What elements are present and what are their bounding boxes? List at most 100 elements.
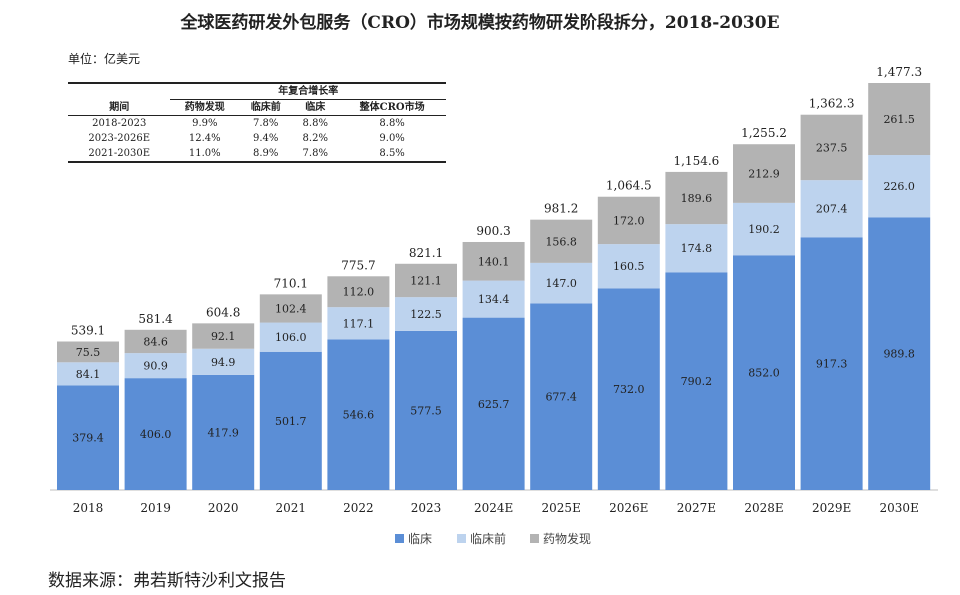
bar-segment [395,297,457,331]
cagr-cell: 2021-2030E [68,146,171,163]
bar-segment [395,263,457,298]
segment-value-label: 90.9 [143,360,168,373]
bar-segment [665,171,728,225]
bar-segment [124,353,187,379]
cagr-header-row: 期间 药物发现 临床前 临床 整体CRO市场 [68,99,446,116]
segment-value-label: 989.8 [883,348,915,361]
cagr-cell: 9.0% [379,133,405,144]
bar-segment [868,83,931,156]
segment-value-label: 106.0 [275,331,307,344]
bar-segment [733,144,795,203]
segment-value-label: 92.1 [211,330,236,343]
legend-label: 临床前 [470,531,506,546]
cagr-cell: 8.2% [302,133,328,144]
segment-value-label: 207.4 [816,203,848,216]
bar-segment [192,348,255,375]
bar-segment [868,155,931,218]
x-tick-label: 2019 [140,501,171,515]
x-tick-label: 2029E [812,501,851,515]
bar-segment [733,255,795,490]
segment-value-label: 577.5 [410,404,442,417]
x-tick-label: 2027E [677,501,716,515]
cagr-row: 2018-2023 9.9% 7.8% 8.8% 8.8% [68,116,446,132]
stacked-bar-chart: 379.4 84.1 75.5 539.1 2018 406.0 90.9 84.6 581.4… [50,65,938,546]
bar-segment [530,303,593,490]
bar-segment [395,330,457,490]
segment-value-label: 790.2 [681,375,713,388]
bar-segment [192,323,255,349]
segment-value-label: 677.4 [545,391,577,404]
cagr-cell: 2023-2026E [88,133,150,144]
cagr-header-overall: 整体CRO市场 [338,99,446,116]
cagr-row: 2021-2030E 11.0% 8.9% 7.8% 8.5% [68,146,446,163]
x-tick-label: 2018 [73,501,104,515]
bar-segment [124,378,187,490]
legend-label: 临床 [408,532,432,546]
bar-segment [327,307,390,340]
segment-value-label: 417.9 [207,426,239,439]
cagr-cell: 8.5% [338,146,446,163]
x-tick-label: 2025E [542,501,581,515]
total-value-label: 539.1 [71,324,105,338]
cagr-group-header-row: 年复合增长率 [68,82,446,100]
segment-value-label: 625.7 [478,398,510,411]
total-value-label: 604.8 [206,305,240,319]
total-value-label: 1,064.5 [606,179,652,193]
cagr-cell: 8.9% [239,146,293,163]
bar-segment [868,217,931,490]
bar-segment [462,317,525,490]
cagr-cell: 12.4% [188,133,221,144]
total-value-label: 900.3 [476,224,510,238]
total-value-label: 775.7 [341,258,375,272]
bar-segment [57,362,119,386]
x-tick-label: 2022 [343,501,374,515]
total-value-label: 1,477.3 [876,65,922,79]
total-value-label: 1,362.3 [809,97,855,111]
total-value-label: 1,154.6 [673,154,719,168]
bar-segment [57,385,119,490]
bar-segment [733,202,795,256]
total-value-label: 710.1 [274,276,308,290]
segment-value-label: 156.8 [545,235,577,248]
cagr-group-header: 年复合增长率 [170,82,446,100]
unit-label: 单位：亿美元 [68,52,141,66]
x-tick-label: 2028E [744,501,783,515]
bar-segment [462,280,525,318]
bar-segment [57,341,119,363]
bar-segment [665,224,728,273]
cagr-header-clinical: 临床 [292,99,339,116]
cagr-table: 年复合增长率 期间 药物发现 临床前 临床 整体CRO市场 2018-2023 … [68,82,446,163]
cagr-header-period: 期间 [68,99,171,116]
cagr-cell: 11.0% [170,146,240,163]
segment-value-label: 134.4 [478,293,510,306]
bar-segment [800,180,863,238]
segment-value-label: 237.5 [816,141,848,154]
segment-value-label: 190.2 [748,223,780,236]
segment-value-label: 546.6 [343,409,375,422]
x-tick-label: 2026E [609,501,648,515]
x-tick-label: 2024E [474,501,513,515]
cagr-cell: 9.4% [253,133,279,144]
legend-swatch [395,534,404,543]
cagr-period-corner [68,82,171,100]
legend-swatch [457,534,466,543]
segment-value-label: 212.9 [748,168,780,181]
segment-value-label: 121.1 [410,274,442,287]
total-value-label: 581.4 [138,312,173,326]
total-value-label: 981.2 [544,202,578,216]
bar-segment [327,339,390,490]
segment-value-label: 122.5 [410,308,442,321]
segment-value-label: 406.0 [140,428,172,441]
bar-segment [192,374,255,490]
total-value-label: 821.1 [409,246,443,260]
segment-value-label: 147.0 [545,277,577,290]
bar-segment [462,241,525,281]
bar-segment [259,322,322,352]
segment-value-label: 917.3 [816,358,848,371]
cagr-cell: 9.9% [192,118,218,129]
segment-value-label: 732.0 [613,383,645,396]
segment-value-label: 261.5 [883,113,915,126]
total-value-label: 1,255.2 [741,126,787,140]
legend-label: 药物发现 [543,531,591,546]
bar-segment [597,196,660,245]
